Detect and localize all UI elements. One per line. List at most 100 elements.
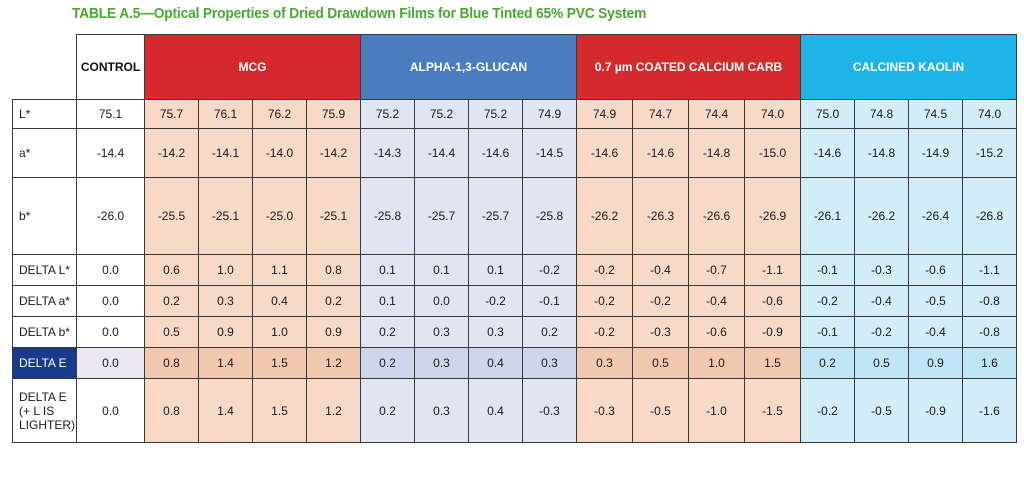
value-cell: -0.3 — [522, 378, 577, 443]
value-cell: -26.9 — [744, 177, 801, 255]
control-cell: 0.0 — [76, 316, 145, 348]
value-cell: 0.8 — [306, 254, 361, 286]
row-label: DELTA E (+ L IS LIGHTER) — [12, 378, 77, 443]
value-cell: 0.2 — [360, 316, 415, 348]
value-cell: 0.3 — [414, 316, 469, 348]
value-cell: 0.2 — [800, 347, 855, 379]
value-cell: -14.1 — [198, 128, 253, 178]
control-cell: 0.0 — [76, 378, 145, 443]
value-cell: -0.5 — [632, 378, 689, 443]
value-cell: 74.4 — [688, 99, 745, 129]
value-cell: -26.2 — [576, 177, 633, 255]
value-cell: 74.9 — [576, 99, 633, 129]
value-cell: -15.2 — [962, 128, 1017, 178]
control-cell: 75.1 — [76, 99, 145, 129]
value-cell: -26.4 — [908, 177, 963, 255]
header-alpha-glucan: ALPHA-1,3-GLUCAN — [360, 34, 577, 100]
value-cell: -0.4 — [688, 285, 745, 317]
value-cell: -0.9 — [908, 378, 963, 443]
value-cell: 0.2 — [306, 285, 361, 317]
table-row: DELTA L* 0.0 0.6 1.0 1.1 0.8 0.1 0.1 0.1 -0.2 -0.2… — [12, 254, 1017, 286]
control-cell: 0.0 — [76, 347, 145, 379]
value-cell: 0.0 — [414, 285, 469, 317]
value-cell: -0.2 — [576, 254, 633, 286]
value-cell: 75.0 — [800, 99, 855, 129]
table-row: b* -26.0 -25.5 -25.1 -25.0 -25.1 -25.8 -25.7 -25… — [12, 177, 1017, 255]
value-cell: 1.4 — [198, 347, 253, 379]
value-cell: 0.4 — [468, 347, 523, 379]
value-cell: 75.9 — [306, 99, 361, 129]
value-cell: -26.2 — [854, 177, 909, 255]
value-cell: -25.1 — [306, 177, 361, 255]
value-cell: 0.1 — [414, 254, 469, 286]
value-cell: -0.3 — [576, 378, 633, 443]
value-cell: -0.8 — [962, 316, 1017, 348]
table-row: DELTA a* 0.0 0.2 0.3 0.4 0.2 0.1 0.0 -0.2 -0.1 -0.… — [12, 285, 1017, 317]
value-cell: -14.6 — [800, 128, 855, 178]
value-cell: 0.3 — [198, 285, 253, 317]
row-label: L* — [12, 99, 77, 129]
value-cell: -0.2 — [576, 285, 633, 317]
row-label: DELTA E — [12, 347, 77, 379]
value-cell: 1.5 — [252, 378, 307, 443]
value-cell: -14.3 — [360, 128, 415, 178]
value-cell: 0.1 — [360, 254, 415, 286]
table-row: L* 75.1 75.7 76.1 76.2 75.9 75.2 75.2 75.2 74.9 74… — [12, 99, 1017, 129]
value-cell: -25.1 — [198, 177, 253, 255]
value-cell: -25.8 — [360, 177, 415, 255]
value-cell: 0.5 — [854, 347, 909, 379]
value-cell: 0.6 — [144, 254, 199, 286]
value-cell: 0.3 — [414, 347, 469, 379]
value-cell: 75.7 — [144, 99, 199, 129]
control-cell: 0.0 — [76, 285, 145, 317]
row-label: DELTA b* — [12, 316, 77, 348]
value-cell: 0.5 — [144, 316, 199, 348]
value-cell: -14.9 — [908, 128, 963, 178]
value-cell: 74.0 — [962, 99, 1017, 129]
value-cell: -0.2 — [576, 316, 633, 348]
value-cell: 75.2 — [360, 99, 415, 129]
value-cell: 0.1 — [360, 285, 415, 317]
value-cell: 74.0 — [744, 99, 801, 129]
value-cell: -0.6 — [688, 316, 745, 348]
value-cell: -0.8 — [962, 285, 1017, 317]
value-cell: -14.6 — [576, 128, 633, 178]
value-cell: -25.8 — [522, 177, 577, 255]
value-cell: 1.0 — [198, 254, 253, 286]
row-label-line: (+ L IS — [19, 403, 55, 418]
value-cell: -26.8 — [962, 177, 1017, 255]
value-cell: 0.3 — [522, 347, 577, 379]
value-cell: 0.9 — [198, 316, 253, 348]
value-cell: -0.6 — [744, 285, 801, 317]
value-cell: 0.2 — [360, 378, 415, 443]
control-cell: -14.4 — [76, 128, 145, 178]
value-cell: 74.7 — [632, 99, 689, 129]
value-cell: -0.2 — [632, 285, 689, 317]
control-cell: 0.0 — [76, 254, 145, 286]
header-calcined-kaolin: CALCINED KAOLIN — [800, 34, 1017, 100]
value-cell: 74.8 — [854, 99, 909, 129]
value-cell: 0.1 — [468, 254, 523, 286]
control-cell: -26.0 — [76, 177, 145, 255]
value-cell: 0.2 — [144, 285, 199, 317]
value-cell: 1.0 — [252, 316, 307, 348]
row-label: b* — [12, 177, 77, 255]
value-cell: 1.2 — [306, 378, 361, 443]
row-label: DELTA a* — [12, 285, 77, 317]
value-cell: -25.7 — [414, 177, 469, 255]
value-cell: 1.2 — [306, 347, 361, 379]
value-cell: -0.1 — [522, 285, 577, 317]
value-cell: -1.1 — [962, 254, 1017, 286]
value-cell: 1.4 — [198, 378, 253, 443]
value-cell: 0.4 — [468, 378, 523, 443]
row-label: a* — [12, 128, 77, 178]
value-cell: 0.3 — [468, 316, 523, 348]
value-cell: -1.5 — [744, 378, 801, 443]
value-cell: 0.8 — [144, 347, 199, 379]
value-cell: -26.3 — [632, 177, 689, 255]
value-cell: -0.6 — [908, 254, 963, 286]
table-row: DELTA E (+ L IS LIGHTER) 0.0 0.8 1.4 1.5 1.2 0.2… — [12, 378, 1017, 443]
value-cell: 1.5 — [744, 347, 801, 379]
value-cell: -0.4 — [854, 285, 909, 317]
value-cell: -14.5 — [522, 128, 577, 178]
